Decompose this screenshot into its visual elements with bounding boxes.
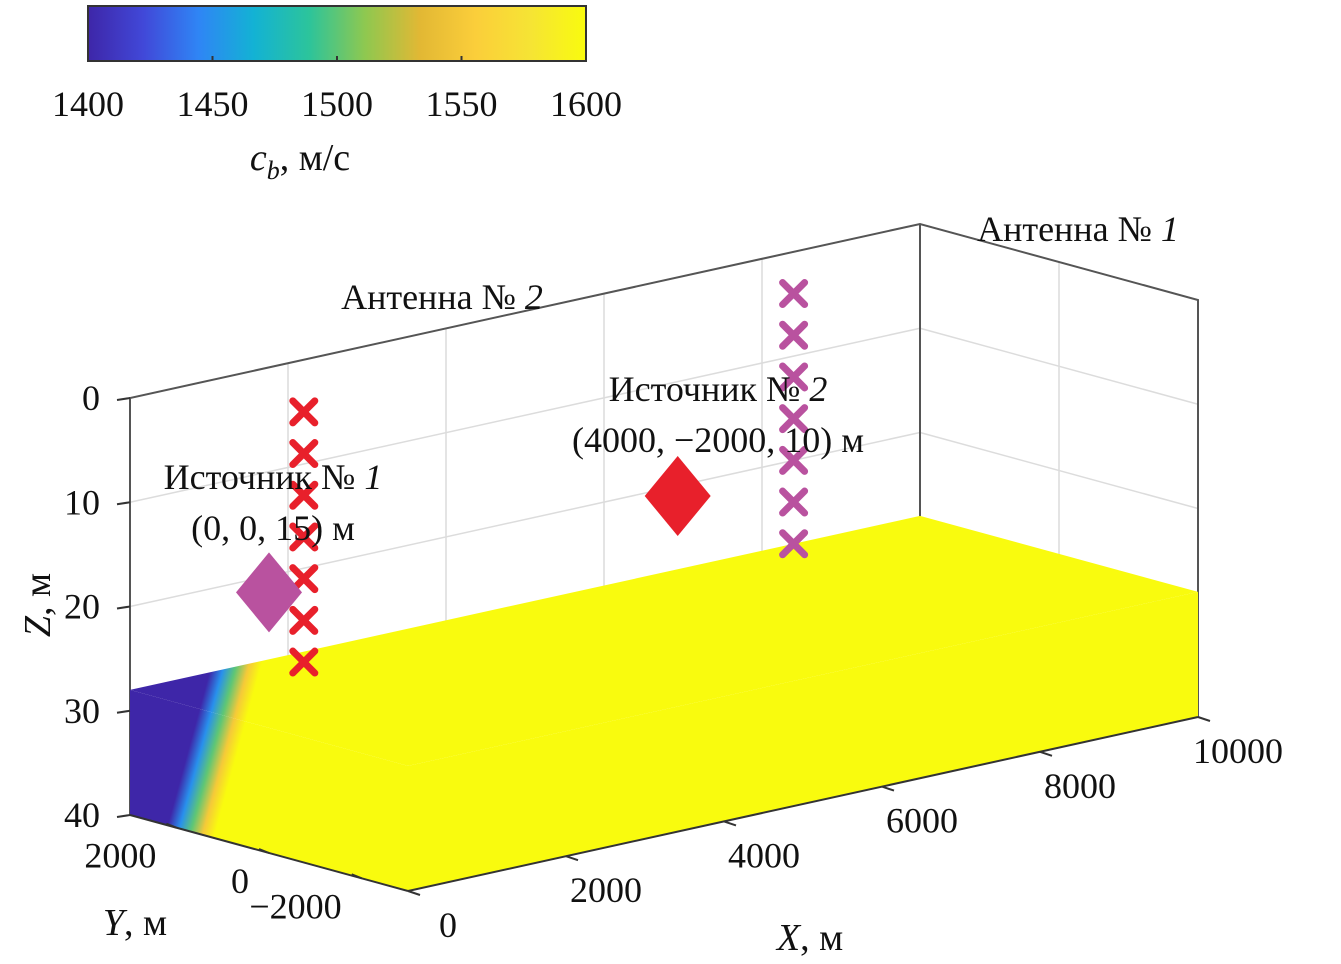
y-tick-label: 0 [231,861,249,901]
antenna-2-element [289,480,319,510]
y-tick-mark [351,873,363,880]
antenna-1-element [779,362,809,392]
z-tick-mark [116,709,131,714]
colorbar: 1400 1450 1500 1550 1600 cb, м/с [52,5,622,185]
x-axis-line [407,716,1199,892]
antenna-2-element [289,522,319,552]
source-2-label: Источник № 2 [609,369,828,409]
z-tick-mark [116,397,131,401]
x-tick-mark [723,820,737,827]
x-tick-label: 6000 [886,801,958,841]
y-tick-label: −2000 [249,886,341,926]
source-1-marker [236,552,302,633]
colorbar-scale [87,5,587,62]
colorbar-tick-label: 1400 [52,84,124,124]
x-tick-mark [1039,750,1053,757]
source-1-label: Источник № 1 [164,457,383,497]
colorbar-ticks: 1400 1450 1500 1550 1600 [52,56,622,124]
y-axis-label: Y, м [103,902,167,944]
y-tick-mark [165,822,177,829]
antenna-1-element [779,529,809,559]
antenna-2-element [289,439,319,469]
bottom-side-face [408,591,1198,891]
y-tick-mark [258,848,270,854]
y-tick-label: 2000 [84,836,156,876]
x-tick-label: 8000 [1044,766,1116,806]
source-1-coords: (0, 0, 15) м [191,508,355,548]
z-tick-mark [116,605,131,610]
bottom-front-face [130,689,408,891]
antenna-1-element [779,445,809,475]
source-2-marker [644,456,711,536]
antenna-1-element [779,320,809,350]
colorbar-tick-label: 1450 [177,84,249,124]
antenna-1-element [779,404,809,434]
colorbar-label: cb, м/с [250,137,350,185]
z-tick-mark [116,814,131,818]
x-axis-label: X, м [775,917,843,959]
z-tick-label: 40 [64,795,100,835]
x-tick-label: 10000 [1193,731,1283,771]
z-tick-label: 30 [64,691,100,731]
z-tick-label: 20 [64,587,100,627]
z-axis-label: Z, м [17,573,59,637]
z-tick-label: 0 [82,378,100,418]
markers [236,279,809,677]
antenna-2-element [289,397,319,427]
colorbar-tick-label: 1600 [550,84,622,124]
x-tick-label: 0 [439,905,457,945]
bottom-top-face [130,515,1198,766]
x-tick-mark [407,890,421,896]
x-tick-mark [565,855,579,862]
z-tick-label: 10 [64,482,100,522]
colorbar-tick-label: 1550 [426,84,498,124]
x-tick-label: 2000 [570,870,642,910]
sea-bottom [130,515,1198,891]
antenna-1-element [779,279,809,309]
antenna-2-element [289,605,319,635]
z-tick-mark [116,501,131,506]
x-tick-label: 4000 [728,835,800,875]
source-2-coords: (4000, −2000, 10) м [572,420,864,460]
x-tick-mark [881,785,895,792]
antenna-1-element [779,487,809,517]
antenna-2-element [289,647,319,677]
grid-line [129,327,921,503]
antenna-1-label: Антенна № 1 [977,209,1179,249]
x-tick-mark [1197,716,1211,722]
antenna-2-label: Антенна № 2 [341,277,543,317]
colorbar-tick-label: 1500 [301,84,373,124]
